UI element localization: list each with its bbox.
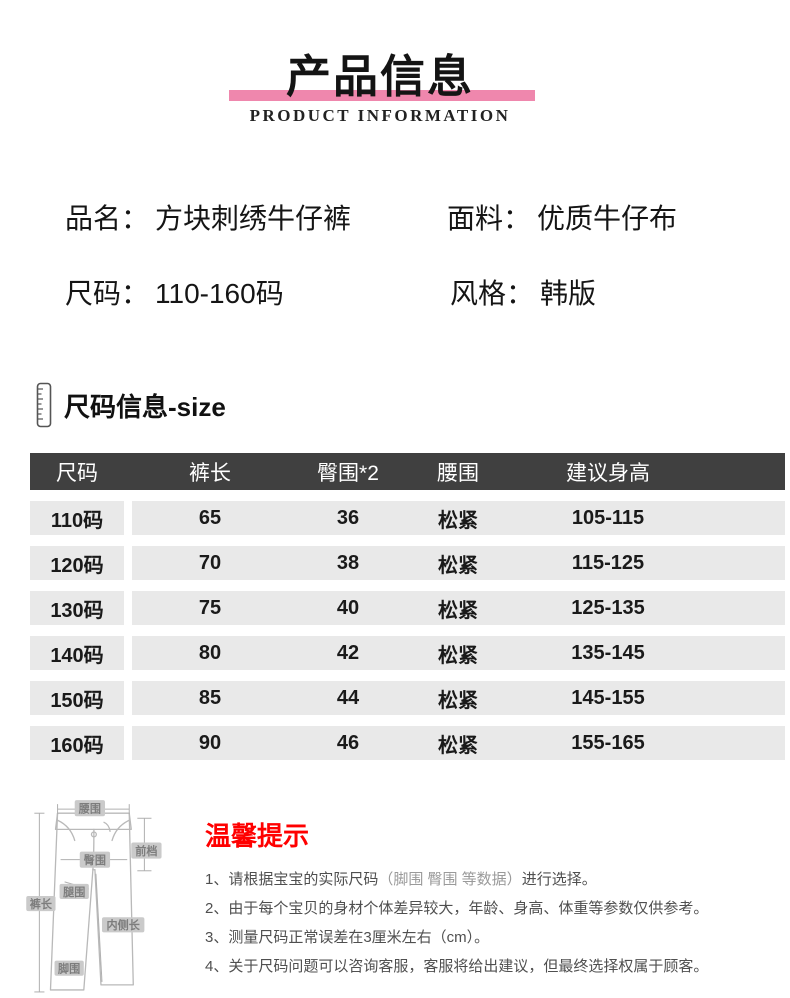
- cell-hip: 40: [336, 596, 360, 619]
- detail-size-range: 尺码： 110-160码: [65, 272, 284, 312]
- detail-value: 韩版: [540, 278, 597, 309]
- detail-label: 风格：: [450, 278, 535, 309]
- cell-size: 110码: [30, 501, 124, 535]
- detail-style: 风格： 韩版: [450, 272, 596, 312]
- detail-value: 110-160码: [155, 278, 284, 309]
- cell-hip: 36: [336, 506, 360, 529]
- diagram-label-leg-opening: 脚围: [58, 962, 80, 976]
- pants-measurement-diagram: 腰围 前档 臀围 腿围 裤长 内侧长 脚围: [8, 791, 200, 998]
- cell-size: 150码: [30, 681, 124, 715]
- cell-size: 130码: [30, 591, 124, 625]
- cell-waist: 松紧: [438, 644, 478, 667]
- cell-height: 135-145: [571, 641, 645, 664]
- cell-hip: 38: [336, 551, 360, 574]
- diagram-label-front-rise: 前档: [135, 844, 157, 858]
- cell-size: 160码: [30, 726, 124, 760]
- diagram-label-inseam: 内侧长: [107, 918, 141, 932]
- tip-item: 1、请根据宝宝的实际尺码（脚围 臀围 等数据）进行选择。: [205, 871, 597, 888]
- diagram-label-waist: 腰围: [78, 803, 101, 816]
- diagram-label-thigh: 腿围: [63, 886, 85, 899]
- cell-hip: 46: [336, 731, 360, 754]
- cell-hip: 44: [336, 686, 360, 709]
- page-title-text: 产品信息: [285, 51, 474, 102]
- col-header-height: 建议身高: [566, 461, 650, 485]
- detail-product-name: 品名： 方块刺绣牛仔裤: [65, 197, 351, 237]
- size-table-header: 尺码 裤长 臀围*2 腰围 建议身高: [30, 453, 785, 490]
- page-title: 产品信息: [228, 50, 536, 104]
- col-header-size: 尺码: [56, 461, 98, 485]
- page-subtitle: PRODUCT INFORMATION: [249, 106, 511, 125]
- cell-height: 115-125: [571, 551, 645, 574]
- size-section-header: 尺码信息-size: [36, 382, 226, 428]
- cell-waist: 松紧: [438, 509, 478, 532]
- cell-hip: 42: [336, 641, 360, 664]
- title-block: 产品信息 PRODUCT INFORMATION: [0, 50, 790, 126]
- cell-pants-length: 85: [198, 686, 222, 709]
- size-section-title: 尺码信息-size: [64, 391, 226, 422]
- cell-waist: 松紧: [438, 734, 478, 757]
- cell-height: 155-165: [571, 731, 645, 754]
- diagram-label-pants-length: 裤长: [30, 897, 53, 911]
- cell-waist: 松紧: [438, 599, 478, 622]
- detail-value: 方块刺绣牛仔裤: [155, 203, 352, 234]
- ruler-icon: [36, 382, 52, 428]
- table-row: 120码 70 38 松紧 115-125: [30, 546, 785, 580]
- detail-value: 优质牛仔布: [537, 203, 678, 234]
- detail-label: 品名：: [65, 203, 150, 234]
- title-underline-bar: [228, 90, 536, 101]
- table-row: 130码 75 40 松紧 125-135: [30, 591, 785, 625]
- tip-item: 4、关于尺码问题可以咨询客服，客服将给出建议，但最终选择权属于顾客。: [205, 958, 709, 975]
- col-header-waist: 腰围: [437, 461, 479, 485]
- cell-height: 105-115: [571, 506, 645, 529]
- cell-pants-length: 65: [198, 506, 222, 529]
- col-header-hip: 臀围*2: [317, 461, 379, 485]
- cell-pants-length: 75: [198, 596, 222, 619]
- detail-label: 面料：: [447, 203, 532, 234]
- tip-item: 3、测量尺码正常误差在3厘米左右（cm）。: [205, 929, 490, 946]
- cell-pants-length: 80: [198, 641, 222, 664]
- col-header-pants-length: 裤长: [189, 461, 231, 485]
- cell-pants-length: 90: [198, 731, 222, 754]
- table-row: 160码 90 46 松紧 155-165: [30, 726, 785, 760]
- cell-height: 125-135: [571, 596, 645, 619]
- warm-tips-title: 温馨提示: [205, 821, 310, 851]
- cell-waist: 松紧: [438, 554, 478, 577]
- warm-tips-section: 温馨提示 1、请根据宝宝的实际尺码（脚围 臀围 等数据）进行选择。 2、由于每个…: [205, 816, 785, 981]
- cell-height: 145-155: [571, 686, 645, 709]
- size-table: 尺码 裤长 臀围*2 腰围 建议身高 110码 65 36 松紧 105-115…: [30, 453, 785, 760]
- table-row: 140码 80 42 松紧 135-145: [30, 636, 785, 670]
- table-row: 150码 85 44 松紧 145-155: [30, 681, 785, 715]
- cell-size: 140码: [30, 636, 124, 670]
- tip-item: 2、由于每个宝贝的身材个体差异较大，年龄、身高、体重等参数仅供参考。: [205, 900, 709, 917]
- detail-fabric: 面料： 优质牛仔布: [447, 197, 677, 237]
- cell-pants-length: 70: [198, 551, 222, 574]
- diagram-label-hip: 臀围: [84, 853, 106, 867]
- cell-waist: 松紧: [438, 689, 478, 712]
- detail-label: 尺码：: [65, 278, 150, 309]
- cell-size: 120码: [30, 546, 124, 580]
- table-row: 110码 65 36 松紧 105-115: [30, 501, 785, 535]
